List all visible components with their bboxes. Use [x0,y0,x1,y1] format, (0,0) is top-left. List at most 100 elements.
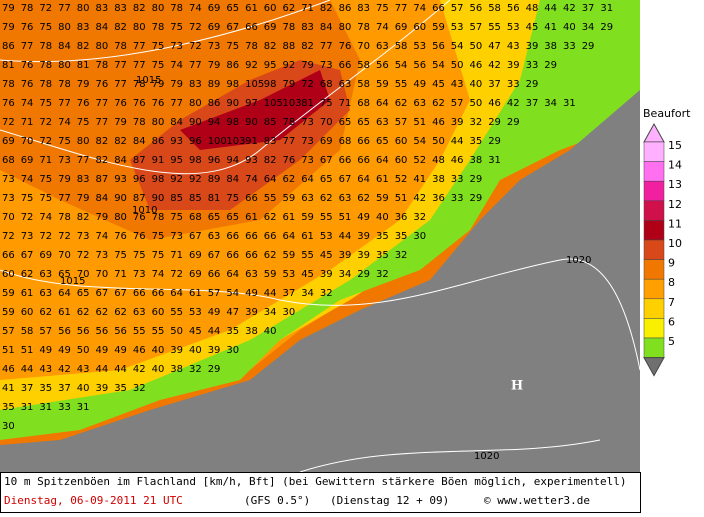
gust-value: 61 [245,212,258,223]
gust-value: 37 [526,98,539,109]
gust-value: 77 [114,79,127,90]
gust-value: 71 [170,250,183,261]
gust-value: 40 [189,345,202,356]
gust-value: 57 [451,98,464,109]
gust-value: 50 [470,41,483,52]
gust-value: 85 [189,193,202,204]
gust-value: 32 [376,269,389,280]
gust-value: 62 [320,193,333,204]
gust-value: 59 [301,212,314,223]
gust-value: 38 [170,364,183,375]
gust-value: 39 [245,307,258,318]
gust-value: 31 [21,402,34,413]
gust-value: 73 [208,41,221,52]
legend-title: Beaufort [643,107,691,120]
gust-value: 98 [226,117,239,128]
gust-value: 57 [395,117,408,128]
gust-value: 40 [563,22,576,33]
gust-value: 39 [320,269,333,280]
gust-value: 72 [21,212,34,223]
gust-value: 43 [39,364,52,375]
gust-value: 41 [544,22,557,33]
gust-value: 38 [432,174,445,185]
gust-value: 98 [152,174,165,185]
gust-value: 75 [226,41,239,52]
gust-value: 35 [2,402,15,413]
gust-value: 37 [582,3,595,14]
gust-value: 29 [208,364,221,375]
isobar-label: 1020 [566,255,591,266]
gust-value: 78 [21,3,34,14]
gust-value: 75 [226,193,239,204]
gust-value: 75 [21,193,34,204]
gust-value: 103 [283,98,302,109]
gust-value: 69 [2,136,15,147]
gust-value: 63 [39,288,52,299]
gust-value: 80 [152,117,165,128]
gust-value: 75 [39,22,52,33]
gust-value: 86 [339,3,352,14]
gust-value: 69 [395,22,408,33]
gust-value: 79 [77,79,90,90]
gust-value: 73 [133,269,146,280]
isobar [0,0,451,175]
gust-value: 55 [301,250,314,261]
gust-value: 48 [432,155,445,166]
gust-value: 74 [376,22,389,33]
gust-value: 66 [245,22,258,33]
gust-value: 70 [2,212,15,223]
gust-value: 79 [152,79,165,90]
gust-value: 72 [58,231,71,242]
gust-value: 51 [413,117,426,128]
gust-value: 29 [488,136,501,147]
gust-value: 82 [320,3,333,14]
gust-value: 39 [208,345,221,356]
gust-value: 60 [152,307,165,318]
gust-value: 82 [96,155,109,166]
gust-value: 29 [526,79,539,90]
gust-value: 62 [264,212,277,223]
gust-value: 36 [395,212,408,223]
gust-value: 65 [77,288,90,299]
gust-value: 68 [357,98,370,109]
gust-value: 97 [245,98,258,109]
gust-value: 65 [357,117,370,128]
gust-value: 93 [114,174,127,185]
gust-value: 80 [152,3,165,14]
gust-value: 58 [488,3,501,14]
isobar [0,258,641,371]
gust-value: 73 [301,136,314,147]
gust-value: 81 [77,60,90,71]
gust-value: 73 [2,193,15,204]
gust-value: 49 [58,345,71,356]
gust-value: 66 [432,3,445,14]
gust-value: 72 [2,117,15,128]
gust-value: 83 [114,3,127,14]
legend-level: 13 [668,178,682,191]
legend-swatch [643,220,665,241]
gust-value: 44 [114,364,127,375]
gust-value: 56 [58,326,71,337]
gust-value: 61 [189,288,202,299]
legend-level: 11 [668,217,682,230]
gust-value: 69 [189,250,202,261]
gust-value: 76 [133,212,146,223]
gust-value: 58 [357,79,370,90]
gust-value: 47 [226,307,239,318]
gust-value: 53 [413,41,426,52]
gust-value: 56 [96,326,109,337]
gust-value: 81 [2,60,15,71]
gust-value: 49 [413,79,426,90]
gust-value: 95 [264,60,277,71]
gust-value: 83 [77,174,90,185]
gust-value: 80 [77,3,90,14]
gust-value: 77 [96,117,109,128]
gust-value: 59 [2,288,15,299]
legend-level: 5 [668,335,675,348]
gust-value: 34 [264,307,277,318]
gust-value: 69 [208,3,221,14]
gust-value: 59 [376,79,389,90]
gust-value: 105 [245,79,264,90]
gust-value: 30 [2,421,15,432]
gust-value: 84 [170,117,183,128]
